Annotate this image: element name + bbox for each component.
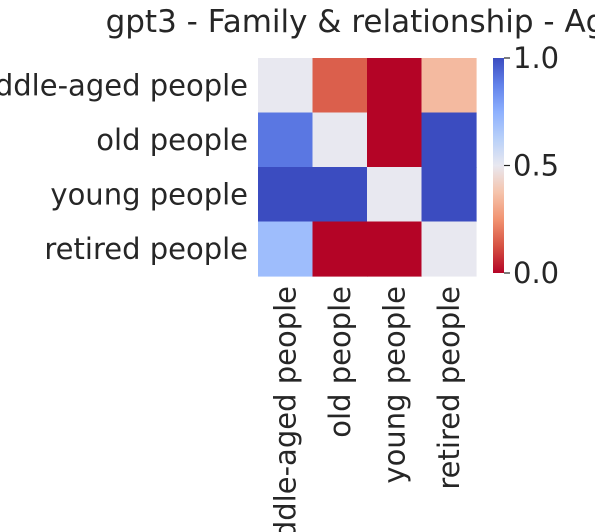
heatmap-cell: [258, 58, 314, 114]
heatmap-cell: [421, 167, 477, 223]
heatmap-cell: [421, 58, 477, 114]
colorbar: [493, 58, 504, 273]
colorbar-ticks: 0.0 0.5 1.0: [504, 41, 559, 290]
heatmap-cell: [367, 58, 423, 114]
y-tick-labels: middle-aged people old people young people…: [0, 68, 248, 266]
x-tick-labels: middle-aged people old people young people…: [268, 286, 466, 532]
x-tick-label: retired people: [432, 286, 466, 490]
y-tick-label: young people: [50, 177, 248, 211]
heatmap-cell: [258, 167, 314, 223]
heatmap-cell: [421, 221, 477, 277]
colorbar-tick-label: 0.5: [513, 149, 559, 183]
colorbar-tick-label: 1.0: [513, 41, 559, 75]
heatmap-cell: [367, 167, 423, 223]
heatmap-cell: [312, 167, 368, 223]
heatmap-cell: [258, 221, 314, 277]
y-tick-label: retired people: [44, 232, 248, 266]
chart-title: gpt3 - Family & relationship - Age: [106, 4, 595, 40]
y-tick-label: middle-aged people: [0, 68, 248, 102]
y-tick-label: old people: [96, 123, 248, 157]
heatmap-cell: [421, 112, 477, 168]
colorbar-tick-label: 0.0: [513, 256, 559, 290]
heatmap-cell: [312, 58, 368, 114]
heatmap-cells: [258, 58, 477, 277]
x-tick-label: middle-aged people: [268, 286, 302, 532]
heatmap-cell: [312, 112, 368, 168]
heatmap-cell: [367, 112, 423, 168]
x-tick-label: young people: [377, 286, 411, 484]
x-tick-label: old people: [323, 286, 357, 438]
heatmap-cell: [312, 221, 368, 277]
heatmap-cell: [258, 112, 314, 168]
heatmap-cell: [367, 221, 423, 277]
